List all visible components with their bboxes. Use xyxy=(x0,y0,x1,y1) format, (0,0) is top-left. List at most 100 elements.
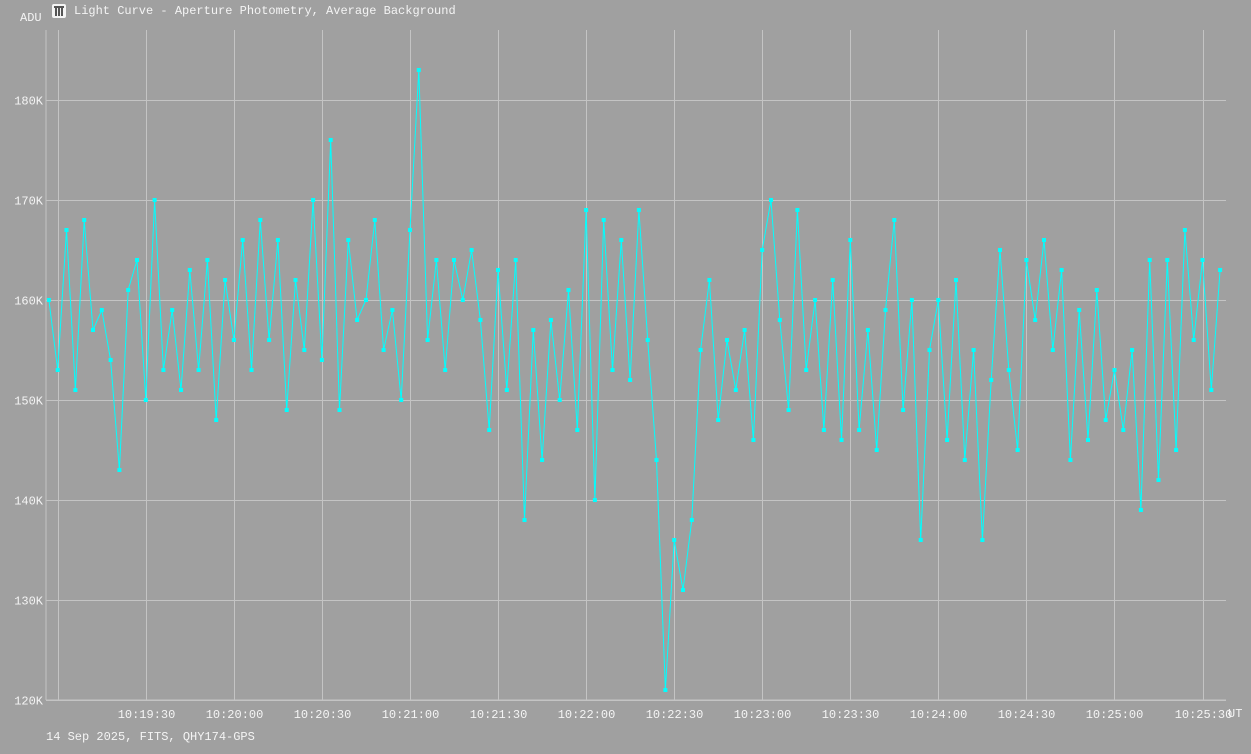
data-point xyxy=(883,308,888,312)
y-tick-label: 180K xyxy=(14,95,44,109)
data-point xyxy=(575,428,580,432)
data-point xyxy=(1068,458,1073,462)
data-point xyxy=(258,218,263,222)
data-point xyxy=(874,448,879,452)
data-point xyxy=(135,258,139,262)
data-point xyxy=(998,248,1002,252)
data-point xyxy=(1042,238,1046,242)
data-point xyxy=(170,308,175,312)
data-point xyxy=(214,418,219,422)
data-point xyxy=(786,408,791,412)
light-curve-app-icon[interactable] xyxy=(52,4,66,18)
data-point xyxy=(733,388,738,392)
data-point xyxy=(1174,448,1179,452)
data-point xyxy=(55,368,60,372)
data-point xyxy=(196,368,201,372)
data-point xyxy=(1086,438,1090,442)
data-point xyxy=(681,588,685,592)
data-point xyxy=(522,518,527,522)
data-point xyxy=(1209,388,1214,392)
data-point xyxy=(143,398,148,402)
data-point xyxy=(813,298,818,302)
x-tick-label: 10:24:00 xyxy=(910,708,968,722)
data-point xyxy=(698,348,703,352)
data-point xyxy=(636,208,641,212)
data-point xyxy=(1156,478,1161,482)
data-point xyxy=(839,438,844,442)
data-point xyxy=(716,418,721,422)
data-point xyxy=(478,318,483,322)
x-tick-label: 10:20:30 xyxy=(294,708,352,722)
data-point xyxy=(918,538,923,542)
y-tick-labels: 120K 130K 140K 150K 160K 170K 180K xyxy=(14,95,44,709)
data-point xyxy=(372,218,377,222)
data-point xyxy=(284,408,289,412)
y-tick-label: 120K xyxy=(14,695,44,709)
data-point xyxy=(46,298,51,302)
data-point xyxy=(892,218,897,222)
data-point xyxy=(381,348,386,352)
data-point xyxy=(1165,258,1170,262)
data-point xyxy=(592,498,597,502)
data-point xyxy=(231,338,236,342)
data-point xyxy=(901,408,906,412)
data-point xyxy=(91,328,95,332)
data-point xyxy=(73,388,78,392)
data-point xyxy=(742,328,747,332)
data-point xyxy=(760,248,765,252)
y-axis-label: ADU xyxy=(20,11,42,25)
data-point xyxy=(240,238,245,242)
data-point xyxy=(769,198,773,202)
window-title: Light Curve - Aperture Photometry, Avera… xyxy=(74,4,456,18)
data-point xyxy=(390,308,395,312)
data-point xyxy=(1024,258,1029,262)
x-tick-label: 10:25:00 xyxy=(1086,708,1144,722)
data-point xyxy=(795,208,800,212)
data-point xyxy=(1015,448,1020,452)
data-point xyxy=(654,458,659,462)
data-point xyxy=(249,368,254,372)
data-point xyxy=(777,318,782,322)
data-point xyxy=(399,398,404,402)
data-point xyxy=(161,368,166,372)
data-point xyxy=(179,388,183,392)
data-point xyxy=(672,538,677,542)
data-point xyxy=(443,368,448,372)
data-point xyxy=(1033,318,1038,322)
data-point xyxy=(566,288,571,292)
data-point xyxy=(293,278,298,282)
x-tick-label: 10:22:00 xyxy=(558,708,616,722)
data-point xyxy=(328,138,333,142)
data-point xyxy=(1138,508,1143,512)
data-point xyxy=(513,258,518,262)
data-point xyxy=(187,268,192,272)
data-point xyxy=(821,428,826,432)
x-tick-label: 10:23:00 xyxy=(734,708,792,722)
data-point xyxy=(1077,308,1082,312)
data-point xyxy=(152,198,157,202)
data-point xyxy=(857,428,862,432)
data-point xyxy=(1103,418,1108,422)
data-point xyxy=(645,338,650,342)
window-title-bar: Light Curve - Aperture Photometry, Avera… xyxy=(52,4,456,18)
data-point xyxy=(689,518,694,522)
x-tick-labels: 10:19:30 10:20:00 10:20:30 10:21:00 10:21:30… xyxy=(118,708,1233,722)
data-point xyxy=(584,208,589,212)
data-point xyxy=(311,198,316,202)
data-point xyxy=(504,388,509,392)
data-point xyxy=(302,348,307,352)
x-tick-label: 10:21:00 xyxy=(382,708,440,722)
data-point xyxy=(1094,288,1099,292)
x-tick-label: 10:25:30 xyxy=(1175,708,1233,722)
data-point xyxy=(408,228,412,232)
data-point xyxy=(364,298,368,302)
data-point xyxy=(434,258,439,262)
data-point xyxy=(628,378,633,382)
data-point xyxy=(1182,228,1187,232)
data-point xyxy=(980,538,985,542)
data-point xyxy=(275,238,280,242)
data-point xyxy=(82,218,87,222)
data-point xyxy=(663,688,668,692)
series-light-curve xyxy=(46,68,1223,692)
data-point xyxy=(355,318,360,322)
